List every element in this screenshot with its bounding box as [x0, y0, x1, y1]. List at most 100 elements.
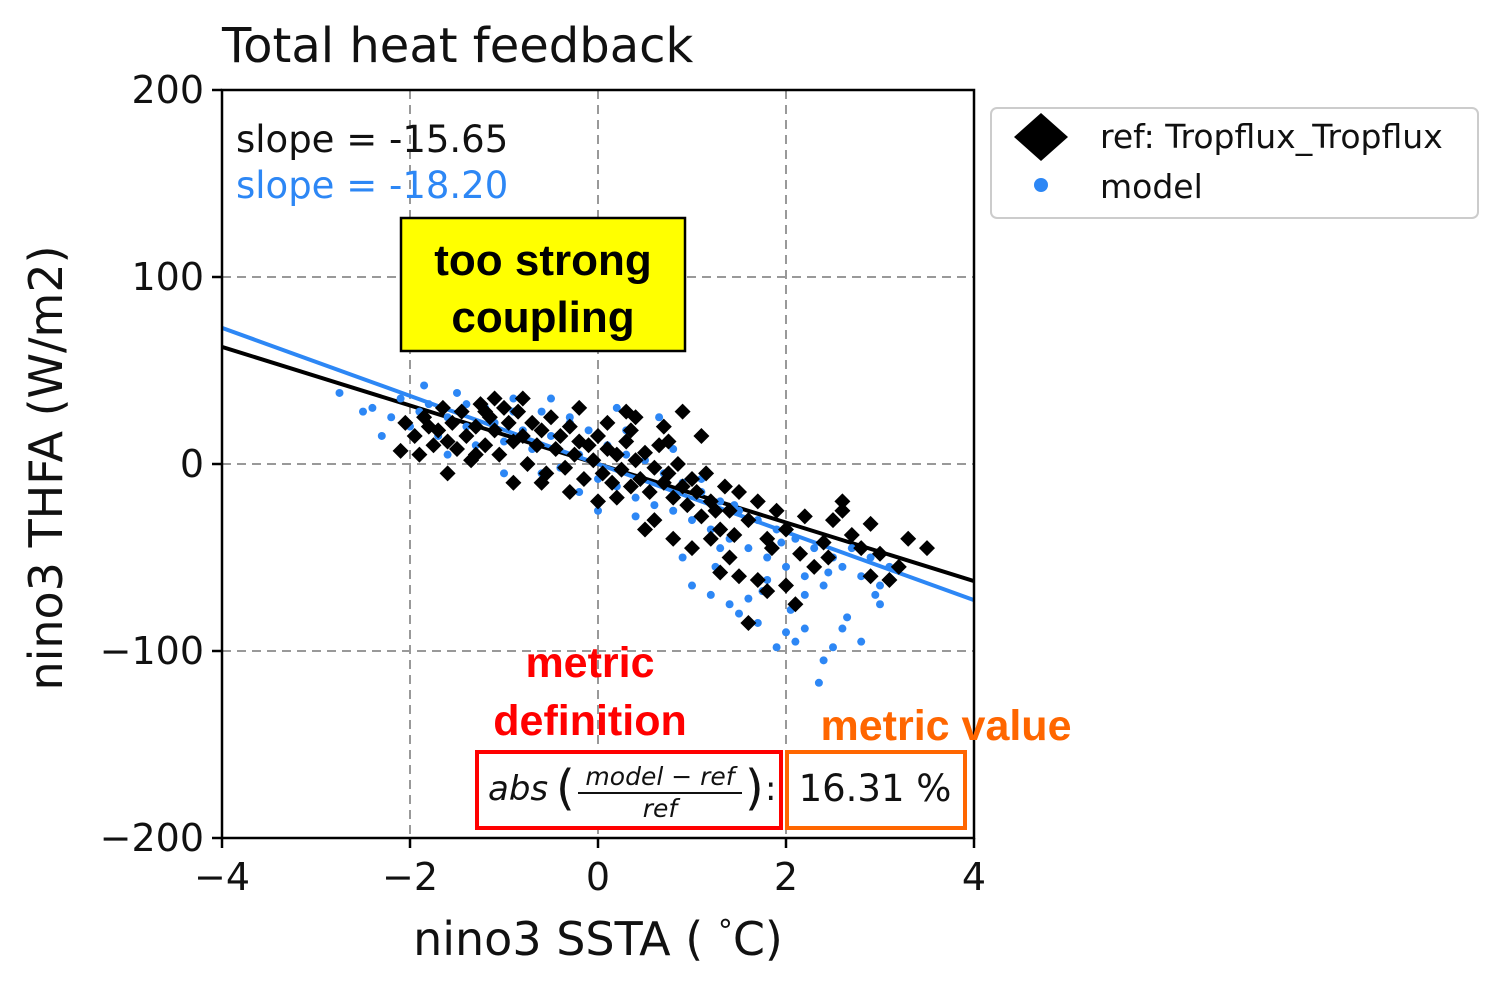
ref-point — [702, 530, 719, 547]
model-point — [537, 407, 546, 416]
ref-point — [660, 433, 677, 450]
legend-model-marker — [1034, 178, 1048, 192]
ref-point — [622, 478, 639, 495]
chart-title: Total heat feedback — [221, 18, 694, 74]
ref-point — [655, 418, 672, 435]
formula-background — [476, 752, 968, 828]
model-point — [471, 441, 480, 450]
ref-point — [608, 446, 625, 463]
ref-point — [721, 549, 738, 566]
ref-point — [566, 446, 583, 463]
ref-point — [731, 568, 747, 585]
ref-point — [834, 493, 851, 510]
model-point — [791, 637, 800, 646]
model-point — [800, 572, 809, 581]
ref-point — [707, 502, 724, 519]
model-point — [782, 562, 790, 571]
metric-value-box — [785, 750, 967, 830]
ref-point — [449, 441, 465, 458]
model-point — [575, 488, 584, 497]
model-point — [777, 538, 786, 547]
ref-point — [712, 521, 729, 538]
ref-point — [604, 474, 621, 491]
model-point — [782, 628, 790, 637]
ref-point — [434, 399, 451, 416]
legend-model-label: model — [1100, 167, 1203, 206]
model-point — [678, 553, 687, 562]
x-tick-label: −4 — [194, 855, 250, 899]
model-point — [819, 581, 828, 590]
formula-paren-open: ( — [556, 760, 575, 816]
model-point — [420, 381, 429, 390]
callout-line-2: coupling — [451, 293, 634, 342]
model-point — [735, 506, 743, 515]
ref-point — [430, 422, 447, 439]
ref-point — [453, 403, 470, 420]
metric-definition-label-1: metric — [525, 639, 654, 687]
ref-point — [684, 470, 700, 487]
ref-point — [406, 427, 423, 444]
model-point — [763, 553, 772, 562]
ref-point — [872, 545, 888, 562]
model-point — [387, 413, 396, 422]
model-point — [377, 431, 386, 440]
formula-paren-close: ) — [745, 760, 764, 816]
ref-point — [557, 459, 574, 476]
ref-point — [486, 422, 503, 439]
ref-point — [458, 427, 475, 444]
y-tick-label: −200 — [100, 816, 204, 860]
model-point — [876, 581, 884, 590]
model-point — [800, 590, 809, 599]
model-point — [669, 445, 678, 454]
ref-point — [740, 614, 757, 631]
metric-value-label: metric value — [821, 702, 1072, 750]
model-point — [800, 624, 809, 633]
ref-point — [547, 441, 564, 458]
model-point — [584, 426, 593, 435]
ref-point — [712, 564, 729, 581]
formula-colon: : — [765, 769, 776, 809]
callout-line-1: too strong — [434, 236, 652, 285]
ref-point — [519, 456, 536, 472]
legend-frame — [990, 107, 1479, 219]
ref-point — [622, 422, 639, 439]
model-point — [857, 637, 866, 646]
model-point — [565, 413, 574, 422]
ref-point — [684, 540, 700, 557]
model-point — [843, 613, 852, 622]
model-point — [462, 400, 471, 409]
model-point — [594, 506, 602, 515]
model-point — [735, 609, 743, 618]
ref-point — [721, 502, 738, 519]
model-point — [631, 493, 640, 502]
model-point — [622, 450, 631, 459]
ref-point — [397, 414, 414, 431]
model-point — [838, 562, 847, 571]
legend-ref-label: ref: Tropflux_Tropflux — [1100, 117, 1443, 156]
ref-point — [561, 418, 578, 435]
model-point — [819, 656, 828, 665]
callout-box: too strong coupling — [399, 216, 687, 353]
ref-point — [411, 446, 428, 463]
ref-point — [641, 484, 658, 501]
ref-point — [477, 403, 494, 420]
model-point — [744, 594, 753, 603]
x-tick-label: 0 — [586, 855, 610, 899]
x-tick-label: 2 — [774, 855, 798, 899]
model-point — [547, 394, 555, 403]
ref-point — [514, 427, 531, 444]
y-tick-label: 0 — [180, 442, 204, 486]
axis-ticks: −4 −2 0 2 4 −200 −100 0 100 200 — [100, 68, 986, 899]
formula-numerator: model − ref — [585, 762, 737, 791]
ref-point — [467, 446, 484, 463]
model-point — [669, 506, 678, 515]
ref-point — [815, 534, 832, 551]
ref-point — [510, 403, 527, 420]
model-point — [753, 516, 762, 525]
ref-point — [698, 465, 715, 482]
ref-point — [825, 512, 841, 529]
ref-point — [561, 484, 578, 501]
model-point — [847, 544, 856, 553]
ref-point — [792, 545, 809, 562]
